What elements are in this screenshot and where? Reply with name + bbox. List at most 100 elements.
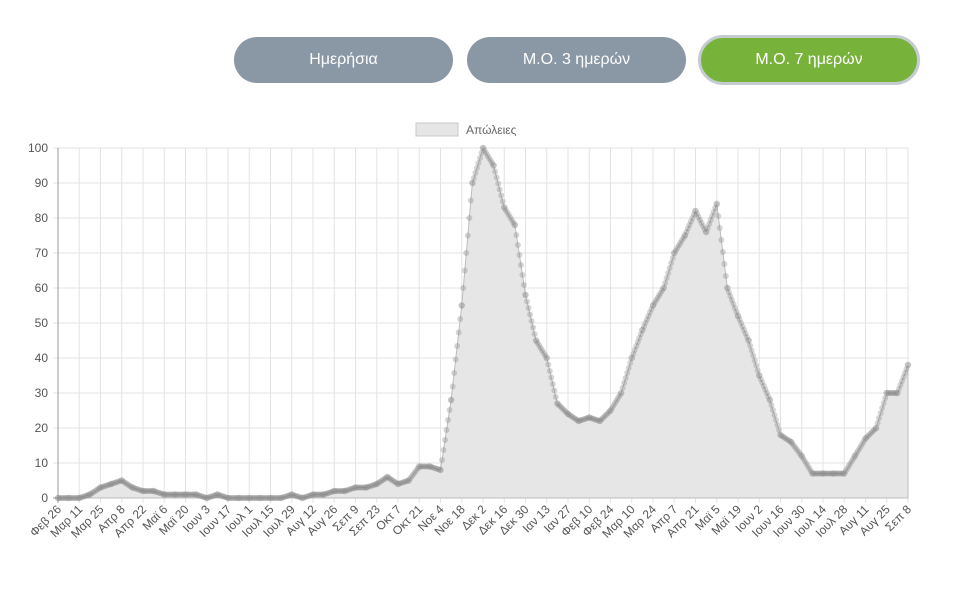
y-tick-label: 90 — [35, 176, 49, 190]
data-point[interactable] — [107, 480, 115, 488]
data-point[interactable] — [479, 144, 487, 152]
data-point[interactable] — [54, 494, 62, 502]
avg-7-days-button[interactable]: Μ.Ο. 7 ημερών — [698, 35, 920, 85]
data-point[interactable] — [224, 494, 232, 502]
data-point[interactable] — [883, 389, 890, 397]
data-point-interp — [835, 470, 842, 477]
data-point[interactable] — [596, 417, 604, 425]
data-point[interactable] — [660, 284, 667, 292]
data-point[interactable] — [543, 354, 550, 362]
data-point[interactable] — [681, 232, 689, 239]
data-point[interactable] — [766, 396, 774, 404]
data-point[interactable] — [745, 337, 752, 344]
data-point[interactable] — [139, 487, 147, 495]
data-point-interp — [484, 152, 491, 159]
data-point[interactable] — [819, 470, 827, 477]
data-point[interactable] — [309, 491, 317, 498]
y-tick-label: 50 — [35, 316, 49, 330]
data-point[interactable] — [511, 221, 519, 229]
data-point-interp — [475, 160, 482, 166]
data-point[interactable] — [458, 302, 465, 309]
data-point[interactable] — [320, 491, 327, 498]
data-point-interp — [411, 469, 418, 476]
data-point[interactable] — [341, 487, 349, 495]
data-point[interactable] — [639, 326, 646, 334]
data-point[interactable] — [787, 438, 795, 446]
data-point[interactable] — [203, 494, 210, 502]
data-point[interactable] — [564, 410, 572, 418]
data-point[interactable] — [394, 480, 402, 488]
data-point[interactable] — [872, 424, 880, 432]
data-point[interactable] — [256, 494, 264, 502]
data-point-interp — [540, 350, 547, 356]
data-point[interactable] — [649, 302, 657, 309]
data-point[interactable] — [447, 396, 455, 404]
legend-swatch[interactable] — [415, 122, 459, 137]
data-point[interactable] — [777, 431, 784, 439]
data-point[interactable] — [851, 452, 859, 460]
data-point[interactable] — [65, 494, 72, 502]
data-point-interp — [422, 463, 429, 470]
data-point[interactable] — [129, 484, 136, 491]
data-point[interactable] — [830, 470, 837, 477]
data-point[interactable] — [522, 291, 529, 299]
data-point[interactable] — [554, 400, 561, 407]
data-point[interactable] — [118, 477, 125, 484]
data-point[interactable] — [756, 372, 763, 379]
data-point[interactable] — [161, 491, 168, 498]
data-point[interactable] — [416, 463, 423, 470]
data-point[interactable] — [214, 491, 221, 498]
data-point[interactable] — [384, 473, 391, 481]
data-point[interactable] — [904, 361, 912, 369]
data-point[interactable] — [713, 200, 720, 208]
data-point[interactable] — [246, 494, 253, 502]
data-point[interactable] — [617, 389, 625, 397]
data-point[interactable] — [490, 162, 497, 169]
data-point[interactable] — [702, 228, 710, 236]
data-point[interactable] — [437, 466, 444, 474]
data-point-interp — [753, 362, 760, 369]
data-point[interactable] — [235, 494, 242, 502]
data-point[interactable] — [86, 491, 94, 498]
data-point[interactable] — [501, 204, 508, 211]
data-point[interactable] — [192, 491, 200, 498]
data-point[interactable] — [841, 470, 848, 477]
data-point-interp — [634, 339, 641, 345]
data-point[interactable] — [607, 407, 614, 414]
data-point[interactable] — [532, 337, 540, 344]
data-point[interactable] — [671, 249, 678, 257]
data-point[interactable] — [426, 463, 434, 470]
data-point[interactable] — [862, 435, 869, 442]
data-point[interactable] — [331, 487, 338, 495]
daily-button[interactable]: Ημερήσια — [234, 37, 453, 83]
data-point[interactable] — [469, 179, 476, 187]
data-point-interp — [123, 480, 130, 487]
data-point[interactable] — [809, 470, 816, 477]
data-point[interactable] — [734, 312, 742, 320]
data-point[interactable] — [267, 494, 274, 502]
data-point[interactable] — [362, 484, 370, 491]
data-point[interactable] — [171, 491, 179, 498]
data-point[interactable] — [724, 284, 731, 292]
data-point[interactable] — [150, 487, 157, 495]
data-point[interactable] — [182, 491, 189, 498]
data-point-interp — [539, 347, 546, 354]
data-point[interactable] — [798, 452, 805, 460]
data-point[interactable] — [894, 389, 901, 397]
legend-label[interactable]: Απώλειες — [466, 123, 517, 137]
data-point[interactable] — [373, 480, 380, 488]
data-point[interactable] — [628, 354, 635, 362]
data-point[interactable] — [299, 494, 306, 502]
data-point[interactable] — [352, 484, 359, 491]
data-point[interactable] — [586, 414, 593, 421]
data-point[interactable] — [97, 484, 104, 491]
data-point[interactable] — [405, 477, 412, 484]
data-point[interactable] — [277, 494, 285, 502]
data-point[interactable] — [692, 207, 699, 215]
data-point[interactable] — [288, 491, 295, 498]
data-point-interp — [760, 383, 767, 389]
data-point-interp — [656, 292, 663, 299]
data-point[interactable] — [575, 417, 582, 425]
avg-3-days-button[interactable]: Μ.Ο. 3 ημερών — [467, 37, 686, 83]
data-point[interactable] — [76, 494, 83, 502]
